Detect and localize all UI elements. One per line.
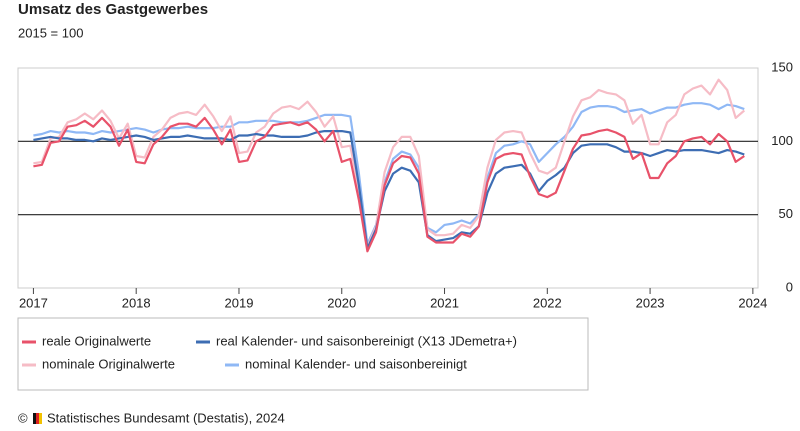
copyright: © — [18, 410, 28, 425]
y-tick-label: 0 — [786, 279, 793, 294]
x-tick-label: 2017 — [19, 295, 48, 310]
chart-title: Umsatz des Gastgewerbes — [18, 1, 208, 18]
x-tick-label: 2021 — [430, 295, 459, 310]
source-flag — [33, 413, 42, 424]
x-tick-label: 2024 — [738, 295, 767, 310]
series-line — [33, 116, 745, 253]
x-tick-label: 2020 — [327, 295, 356, 310]
y-tick-label: 50 — [779, 206, 793, 221]
y-tick-label: 150 — [771, 59, 793, 74]
legend-label: reale Originalwerte — [42, 333, 151, 348]
legend-box — [17, 317, 589, 391]
x-tick-label: 2023 — [636, 295, 665, 310]
x-tick-label: 2019 — [225, 295, 254, 310]
x-tick-label: 2018 — [122, 295, 151, 310]
source: Statistisches Bundesamt (Destatis), 2024 — [47, 410, 285, 425]
legend-label: real Kalender- und saisonbereinigt (X13 … — [216, 333, 517, 348]
series-line — [33, 130, 745, 250]
series-line — [33, 102, 745, 246]
chart-subtitle: 2015 = 100 — [18, 25, 83, 40]
y-tick-label: 100 — [771, 133, 793, 148]
x-tick-label: 2022 — [533, 295, 562, 310]
legend-label: nominale Originalwerte — [42, 356, 175, 371]
legend-label: nominal Kalender- und saisonbereinigt — [245, 356, 467, 371]
